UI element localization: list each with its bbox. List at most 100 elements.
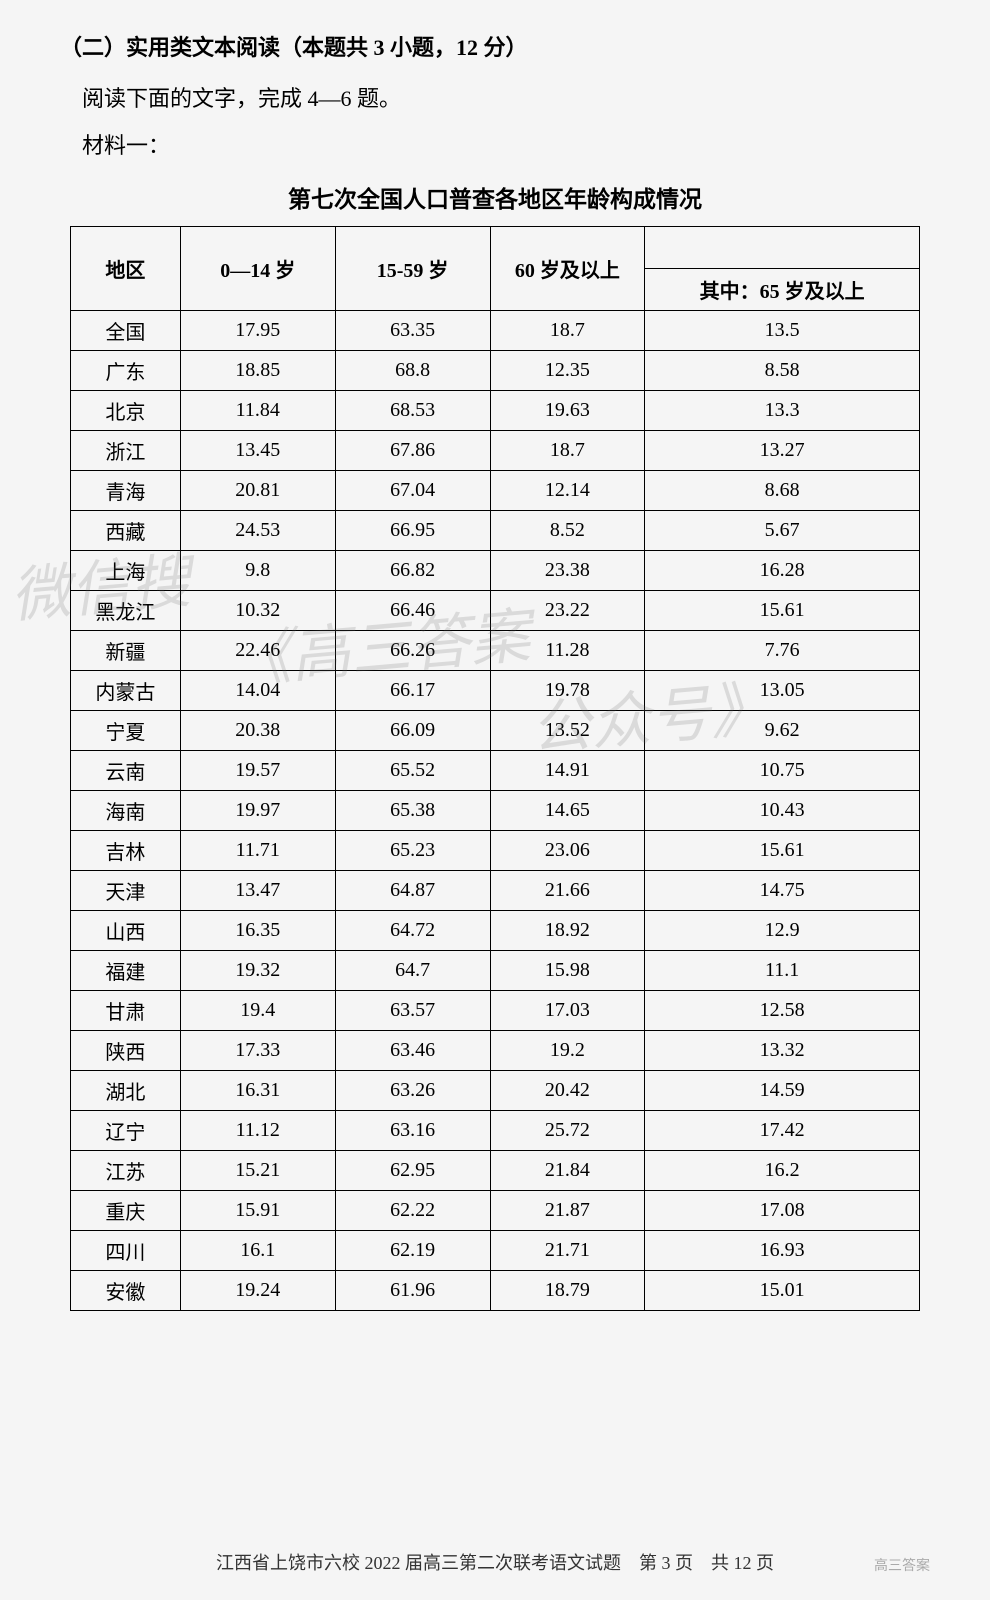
cell-age-60-plus: 13.52	[490, 710, 645, 750]
cell-age-60-plus: 17.03	[490, 990, 645, 1030]
cell-age-15-59: 66.82	[335, 550, 490, 590]
table-row: 福建19.3264.715.9811.1	[71, 950, 920, 990]
cell-age-15-59: 63.35	[335, 310, 490, 350]
table-row: 重庆15.9162.2221.8717.08	[71, 1190, 920, 1230]
cell-age-65-plus: 15.61	[645, 590, 920, 630]
table-row: 内蒙古14.0466.1719.7813.05	[71, 670, 920, 710]
cell-region: 新疆	[71, 630, 181, 670]
table-row: 宁夏20.3866.0913.529.62	[71, 710, 920, 750]
cell-age-65-plus: 12.9	[645, 910, 920, 950]
header-age-65-plus: 其中：65 岁及以上	[645, 268, 920, 310]
table-row: 北京11.8468.5319.6313.3	[71, 390, 920, 430]
cell-age-0-14: 24.53	[180, 510, 335, 550]
cell-age-0-14: 15.21	[180, 1150, 335, 1190]
table-row: 天津13.4764.8721.6614.75	[71, 870, 920, 910]
cell-region: 浙江	[71, 430, 181, 470]
cell-age-0-14: 13.45	[180, 430, 335, 470]
cell-region: 北京	[71, 390, 181, 430]
cell-age-0-14: 11.84	[180, 390, 335, 430]
cell-age-65-plus: 5.67	[645, 510, 920, 550]
table-row: 甘肃19.463.5717.0312.58	[71, 990, 920, 1030]
cell-age-60-plus: 23.22	[490, 590, 645, 630]
cell-region: 上海	[71, 550, 181, 590]
header-region: 地区	[71, 226, 181, 310]
footer-right-text: 高三答案	[874, 1555, 930, 1575]
cell-age-60-plus: 21.71	[490, 1230, 645, 1270]
cell-age-60-plus: 8.52	[490, 510, 645, 550]
header-age-60-plus: 60 岁及以上	[490, 226, 645, 310]
table-row: 上海9.866.8223.3816.28	[71, 550, 920, 590]
cell-age-65-plus: 15.01	[645, 1270, 920, 1310]
cell-age-15-59: 68.8	[335, 350, 490, 390]
cell-age-60-plus: 21.66	[490, 870, 645, 910]
cell-age-15-59: 66.17	[335, 670, 490, 710]
cell-region: 黑龙江	[71, 590, 181, 630]
table-row: 四川16.162.1921.7116.93	[71, 1230, 920, 1270]
cell-age-65-plus: 17.08	[645, 1190, 920, 1230]
table-row: 江苏15.2162.9521.8416.2	[71, 1150, 920, 1190]
table-row: 黑龙江10.3266.4623.2215.61	[71, 590, 920, 630]
table-row: 西藏24.5366.958.525.67	[71, 510, 920, 550]
table-row: 湖北16.3163.2620.4214.59	[71, 1070, 920, 1110]
cell-age-0-14: 17.33	[180, 1030, 335, 1070]
cell-age-65-plus: 14.59	[645, 1070, 920, 1110]
cell-age-65-plus: 11.1	[645, 950, 920, 990]
cell-age-15-59: 64.7	[335, 950, 490, 990]
cell-region: 吉林	[71, 830, 181, 870]
cell-age-0-14: 16.35	[180, 910, 335, 950]
cell-age-15-59: 66.95	[335, 510, 490, 550]
cell-region: 云南	[71, 750, 181, 790]
cell-age-0-14: 19.32	[180, 950, 335, 990]
cell-age-65-plus: 13.32	[645, 1030, 920, 1070]
cell-age-60-plus: 19.63	[490, 390, 645, 430]
table-title: 第七次全国人口普查各地区年龄构成情况	[60, 180, 930, 214]
cell-region: 全国	[71, 310, 181, 350]
cell-age-15-59: 63.26	[335, 1070, 490, 1110]
cell-age-0-14: 17.95	[180, 310, 335, 350]
cell-region: 安徽	[71, 1270, 181, 1310]
cell-age-65-plus: 9.62	[645, 710, 920, 750]
cell-age-60-plus: 11.28	[490, 630, 645, 670]
cell-region: 湖北	[71, 1070, 181, 1110]
table-row: 青海20.8167.0412.148.68	[71, 470, 920, 510]
cell-age-60-plus: 23.06	[490, 830, 645, 870]
cell-age-65-plus: 8.68	[645, 470, 920, 510]
cell-age-0-14: 11.12	[180, 1110, 335, 1150]
table-row: 广东18.8568.812.358.58	[71, 350, 920, 390]
cell-age-15-59: 66.26	[335, 630, 490, 670]
section-title: （二）实用类文本阅读（本题共 3 小题，12 分）	[60, 30, 930, 65]
cell-region: 山西	[71, 910, 181, 950]
cell-age-15-59: 65.52	[335, 750, 490, 790]
cell-age-60-plus: 23.38	[490, 550, 645, 590]
cell-age-65-plus: 16.2	[645, 1150, 920, 1190]
cell-age-15-59: 63.57	[335, 990, 490, 1030]
cell-age-60-plus: 19.78	[490, 670, 645, 710]
cell-age-65-plus: 12.58	[645, 990, 920, 1030]
cell-age-65-plus: 10.43	[645, 790, 920, 830]
table-row: 陕西17.3363.4619.213.32	[71, 1030, 920, 1070]
cell-age-0-14: 11.71	[180, 830, 335, 870]
cell-age-15-59: 67.86	[335, 430, 490, 470]
cell-age-65-plus: 8.58	[645, 350, 920, 390]
cell-age-65-plus: 13.5	[645, 310, 920, 350]
cell-age-60-plus: 14.65	[490, 790, 645, 830]
cell-age-60-plus: 18.7	[490, 430, 645, 470]
cell-age-60-plus: 21.87	[490, 1190, 645, 1230]
cell-age-0-14: 19.97	[180, 790, 335, 830]
cell-region: 青海	[71, 470, 181, 510]
cell-age-60-plus: 18.79	[490, 1270, 645, 1310]
cell-age-60-plus: 18.7	[490, 310, 645, 350]
header-age-0-14: 0—14 岁	[180, 226, 335, 310]
cell-age-15-59: 63.46	[335, 1030, 490, 1070]
table-row: 浙江13.4567.8618.713.27	[71, 430, 920, 470]
cell-age-60-plus: 15.98	[490, 950, 645, 990]
cell-age-0-14: 13.47	[180, 870, 335, 910]
cell-age-65-plus: 17.42	[645, 1110, 920, 1150]
cell-region: 广东	[71, 350, 181, 390]
cell-age-60-plus: 19.2	[490, 1030, 645, 1070]
cell-age-0-14: 20.81	[180, 470, 335, 510]
cell-region: 内蒙古	[71, 670, 181, 710]
cell-region: 四川	[71, 1230, 181, 1270]
table-row: 安徽19.2461.9618.7915.01	[71, 1270, 920, 1310]
cell-region: 西藏	[71, 510, 181, 550]
